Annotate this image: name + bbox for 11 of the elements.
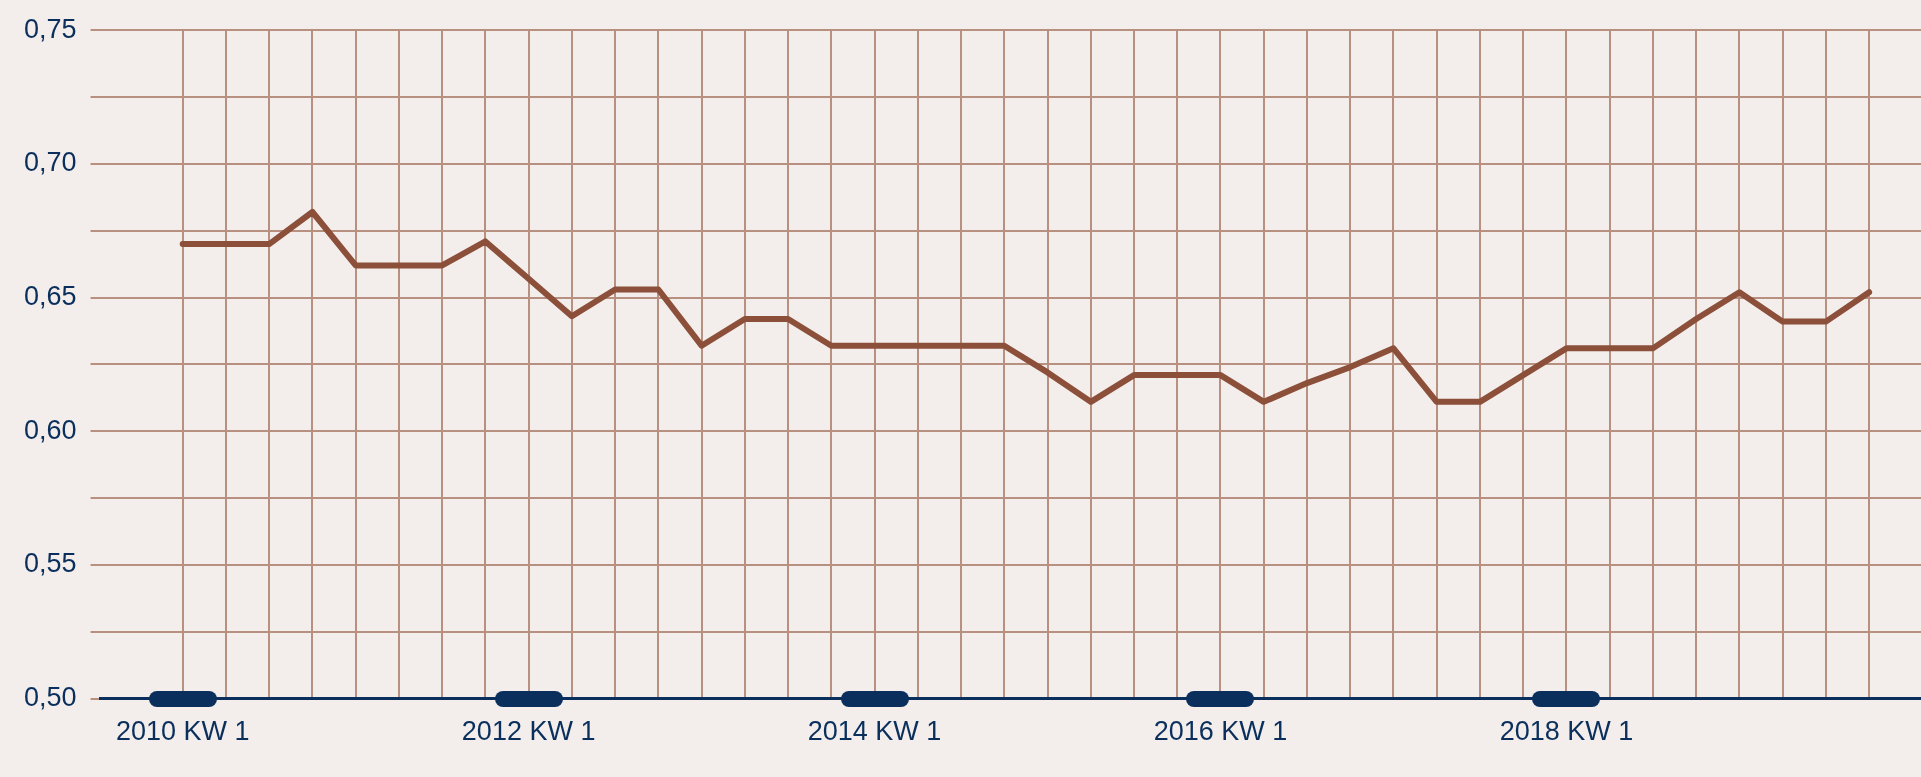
x-tick-label: 2016 KW 1 bbox=[1153, 716, 1288, 747]
x-tick-label: 2014 KW 1 bbox=[807, 716, 942, 747]
y-tick-label: 0,60 bbox=[23, 414, 77, 445]
x-tick-label: 2018 KW 1 bbox=[1499, 716, 1634, 747]
y-tick-label: 0,65 bbox=[23, 281, 77, 312]
y-tick-label: 0,70 bbox=[23, 147, 77, 178]
x-tick-label: 2010 KW 1 bbox=[115, 716, 250, 747]
x-tick-label: 2012 KW 1 bbox=[461, 716, 596, 747]
y-tick-label: 0,75 bbox=[23, 13, 77, 44]
y-tick-label: 0,50 bbox=[23, 682, 77, 713]
y-tick-label: 0,55 bbox=[23, 548, 77, 579]
